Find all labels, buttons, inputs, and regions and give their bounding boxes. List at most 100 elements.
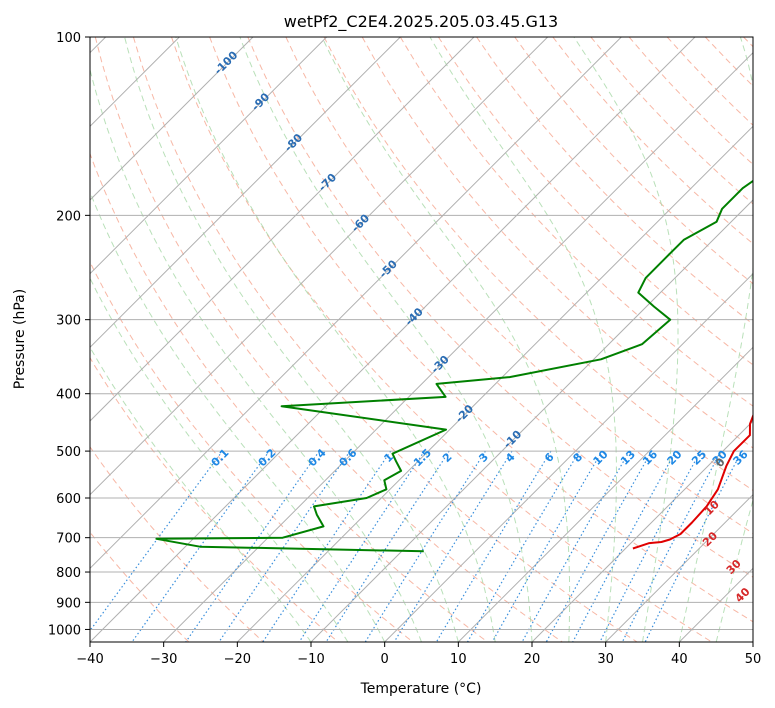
x-tick-label: −40 — [76, 652, 103, 667]
dry-adiabat — [437, 37, 753, 366]
mixing-ratio-line — [364, 450, 486, 642]
moist-adiabat — [715, 498, 753, 642]
dry-adiabat — [90, 356, 339, 642]
y-tick-label: 600 — [56, 492, 81, 507]
isotherm — [752, 641, 753, 642]
x-tick-label: 30 — [597, 652, 614, 667]
mixing-ratio-line — [393, 450, 513, 642]
dry-adiabat — [209, 37, 753, 623]
isotherm — [90, 37, 328, 275]
x-tick-label: 0 — [381, 652, 389, 667]
y-tick-label: 900 — [56, 596, 81, 611]
dry-adiabat — [590, 37, 753, 205]
x-tick-label: 40 — [671, 652, 688, 667]
isotherm-label: -10 — [501, 428, 524, 451]
y-tick-label: 700 — [56, 532, 81, 547]
dry-adiabat — [552, 37, 753, 245]
isotherm — [236, 125, 753, 642]
x-tick-label: −30 — [150, 652, 177, 667]
isotherm — [90, 37, 622, 570]
mixing-ratio-line — [521, 450, 631, 642]
moist-adiabat — [321, 37, 571, 642]
isotherm-label: -80 — [282, 131, 305, 154]
mixing-ratio-label: 0.4 — [306, 446, 329, 469]
y-tick-label: 1000 — [48, 623, 81, 638]
plot-frame — [89, 36, 754, 643]
mixing-ratio-line — [572, 450, 677, 642]
x-tick-label: 10 — [450, 652, 467, 667]
dry-adiabat — [514, 37, 753, 285]
isotherm — [90, 37, 696, 642]
sounding-series — [155, 179, 753, 553]
dewpoint-line — [155, 179, 753, 553]
moist-adiabat — [752, 640, 753, 642]
x-tick-label: −20 — [224, 652, 251, 667]
mixing-ratio-label: 2 — [440, 450, 455, 465]
isotherm — [678, 567, 753, 642]
y-axis-label: Pressure (hPa) — [12, 289, 28, 389]
isotherm-label: -20 — [453, 402, 476, 425]
moist-adiabat — [90, 67, 422, 642]
dry-adiabat — [285, 37, 753, 535]
y-tick-label: 800 — [56, 566, 81, 581]
isotherm — [457, 346, 753, 642]
x-axis-label: Temperature (°C) — [360, 681, 482, 697]
x-tick-label: 50 — [745, 652, 762, 667]
isotherm-label: -90 — [249, 90, 272, 113]
dry-adiabat — [247, 37, 753, 578]
temperature-line — [632, 413, 753, 550]
isotherm — [531, 420, 753, 642]
chart-title: wetPf2_C2E4.2025.205.03.45.G13 — [284, 12, 558, 32]
dry-adiabat — [90, 260, 414, 642]
dry-adiabat — [132, 37, 638, 642]
x-tick-label: 20 — [524, 652, 541, 667]
dry-adiabat — [704, 37, 753, 87]
moist-adiabat — [90, 346, 312, 642]
y-tick-label: 200 — [56, 209, 81, 224]
mixing-ratio-label: 0.2 — [256, 446, 279, 469]
dry-adiabat — [94, 37, 563, 642]
moist-adiabat — [239, 37, 533, 642]
moist-adiabat — [573, 37, 679, 642]
isotherm-label: -30 — [429, 353, 452, 376]
moist-adiabat-label: 30 — [724, 557, 744, 577]
isotherm-label: -100 — [212, 48, 241, 77]
y-tick-label: 100 — [56, 31, 81, 46]
dry-adiabat — [90, 531, 190, 642]
dry-adiabat — [90, 152, 488, 642]
mixing-ratio-line — [621, 450, 722, 642]
mixing-ratio-line — [325, 450, 450, 642]
mixing-ratio-line — [131, 450, 270, 642]
mixing-ratio-label: 3 — [476, 450, 491, 465]
mixing-ratio-line — [218, 450, 351, 642]
y-tick-label: 400 — [56, 388, 81, 403]
isotherm — [90, 37, 254, 201]
isotherm-label: -40 — [403, 305, 426, 328]
mixing-ratio-line — [298, 450, 425, 642]
dry-adiabat — [743, 37, 753, 48]
dry-adiabat — [90, 446, 264, 642]
isotherm — [90, 37, 401, 349]
dry-adiabat — [171, 37, 712, 642]
moist-adiabat — [175, 37, 496, 642]
isotherm — [90, 37, 475, 422]
isotherm — [605, 493, 753, 642]
mixing-ratio-line — [466, 450, 580, 642]
mixing-ratio-label: 16 — [640, 447, 660, 467]
dry-adiabat — [323, 37, 753, 491]
mixing-ratio-line — [545, 450, 653, 642]
moist-adiabat — [90, 277, 349, 642]
x-axis-ticks: −40 −30 −20 −10 0 10 20 30 40 50 — [76, 642, 761, 667]
isotherm — [310, 199, 753, 642]
mixing-ratio-line — [262, 450, 392, 642]
line-labels: -100-90-80-70-60-50-40-30-20-100.1 0.2 0.4… — [209, 48, 753, 605]
mixing-ratio-line — [491, 450, 603, 642]
dry-adiabat — [666, 37, 753, 126]
y-tick-label: 300 — [56, 314, 81, 329]
isotherm — [90, 37, 549, 496]
mixing-ratio-line — [599, 450, 702, 642]
x-tick-label: −10 — [297, 652, 324, 667]
mixing-ratio-line — [90, 450, 223, 632]
mixing-ratio-label: 1.5 — [411, 446, 434, 469]
